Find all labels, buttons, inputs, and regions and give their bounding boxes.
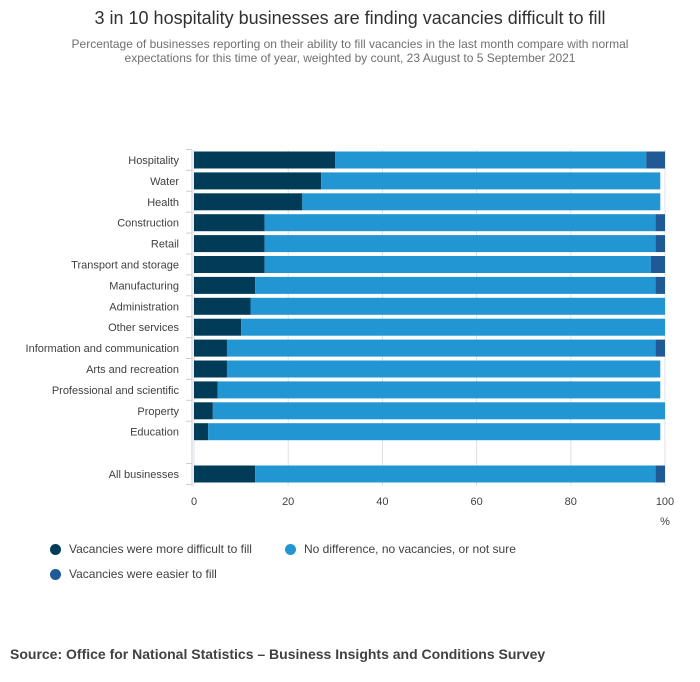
bar-segment xyxy=(655,465,665,483)
category-label: Manufacturing xyxy=(109,280,179,292)
bar-segment xyxy=(655,235,665,253)
bar-segment xyxy=(264,214,656,232)
bar-segment xyxy=(655,276,665,294)
category-label: Other services xyxy=(108,322,179,334)
bar-segment xyxy=(194,214,265,232)
legend-label: Vacancies were easier to fill xyxy=(69,567,217,581)
bar-segment xyxy=(194,465,256,483)
bar-segment xyxy=(255,465,656,483)
legend-item-easier[interactable]: Vacancies were easier to fill xyxy=(50,567,217,581)
bar-segment xyxy=(194,297,251,315)
bar-segment xyxy=(321,172,661,190)
bar-segment xyxy=(194,276,256,294)
legend-item-no-difference[interactable]: No difference, no vacancies, or not sure xyxy=(285,542,516,556)
category-label: Information and communication xyxy=(26,343,179,355)
legend-label: No difference, no vacancies, or not sure xyxy=(304,542,516,556)
bar-segment xyxy=(217,381,661,399)
bar-segment xyxy=(264,235,656,253)
x-tick-label: 0 xyxy=(191,496,197,508)
bar-segment xyxy=(226,360,661,378)
legend-label: Vacancies were more difficult to fill xyxy=(69,542,252,556)
x-tick-label: 100 xyxy=(656,496,674,508)
bar-segment xyxy=(194,318,242,336)
bar-segment xyxy=(646,151,665,169)
category-label: Construction xyxy=(117,218,179,230)
bar-segment xyxy=(194,235,265,253)
x-tick-label: 20 xyxy=(282,496,294,508)
bar-segment xyxy=(655,339,665,357)
bar-segment xyxy=(302,193,661,211)
legend-item-more-difficult[interactable]: Vacancies were more difficult to fill xyxy=(50,542,252,556)
bar-segment xyxy=(194,172,322,190)
category-label: Arts and recreation xyxy=(86,364,179,376)
source-note: Source: Office for National Statistics –… xyxy=(10,646,546,662)
bar-segment xyxy=(255,276,656,294)
category-label: Professional and scientific xyxy=(52,385,180,397)
bar-segment xyxy=(194,193,303,211)
bar-segment xyxy=(194,256,265,273)
category-label: Water xyxy=(150,176,179,188)
bar-segment xyxy=(208,423,661,441)
x-tick-label: 80 xyxy=(565,496,577,508)
category-label: Hospitality xyxy=(128,155,179,167)
x-tick-label: 60 xyxy=(470,496,482,508)
category-label: Retail xyxy=(151,239,179,251)
bar-segment xyxy=(264,256,651,273)
chart-title: 3 in 10 hospitality businesses are findi… xyxy=(94,8,606,28)
bar-segment xyxy=(650,256,665,273)
bar-segment xyxy=(194,423,209,441)
x-tick-label: 40 xyxy=(376,496,388,508)
legend-marker xyxy=(285,543,296,555)
bar-segment xyxy=(655,214,665,232)
bar-segment xyxy=(250,297,665,315)
category-label: All businesses xyxy=(109,469,180,481)
bar-segment xyxy=(194,360,227,378)
category-label: Transport and storage xyxy=(71,260,179,272)
bar-segment xyxy=(212,402,665,420)
bar-segment xyxy=(194,381,218,399)
category-label: Health xyxy=(147,197,179,209)
category-label: Property xyxy=(137,406,179,418)
category-label: Administration xyxy=(109,301,179,313)
bar-segment xyxy=(194,339,227,357)
category-label: Education xyxy=(130,427,179,439)
legend-marker xyxy=(50,543,61,555)
bar-segment xyxy=(194,151,336,169)
chart-subtitle: Percentage of businesses reporting on th… xyxy=(71,37,629,65)
bar-chart: 0 20 40 60 80 100% Hospitality Water Health Const… xyxy=(26,149,674,528)
bar-segment xyxy=(335,151,647,169)
bar-segment xyxy=(241,318,665,336)
bar-segment xyxy=(194,402,213,420)
x-axis-label: % xyxy=(660,516,670,528)
legend-marker xyxy=(50,568,61,580)
bar-segment xyxy=(226,339,656,357)
